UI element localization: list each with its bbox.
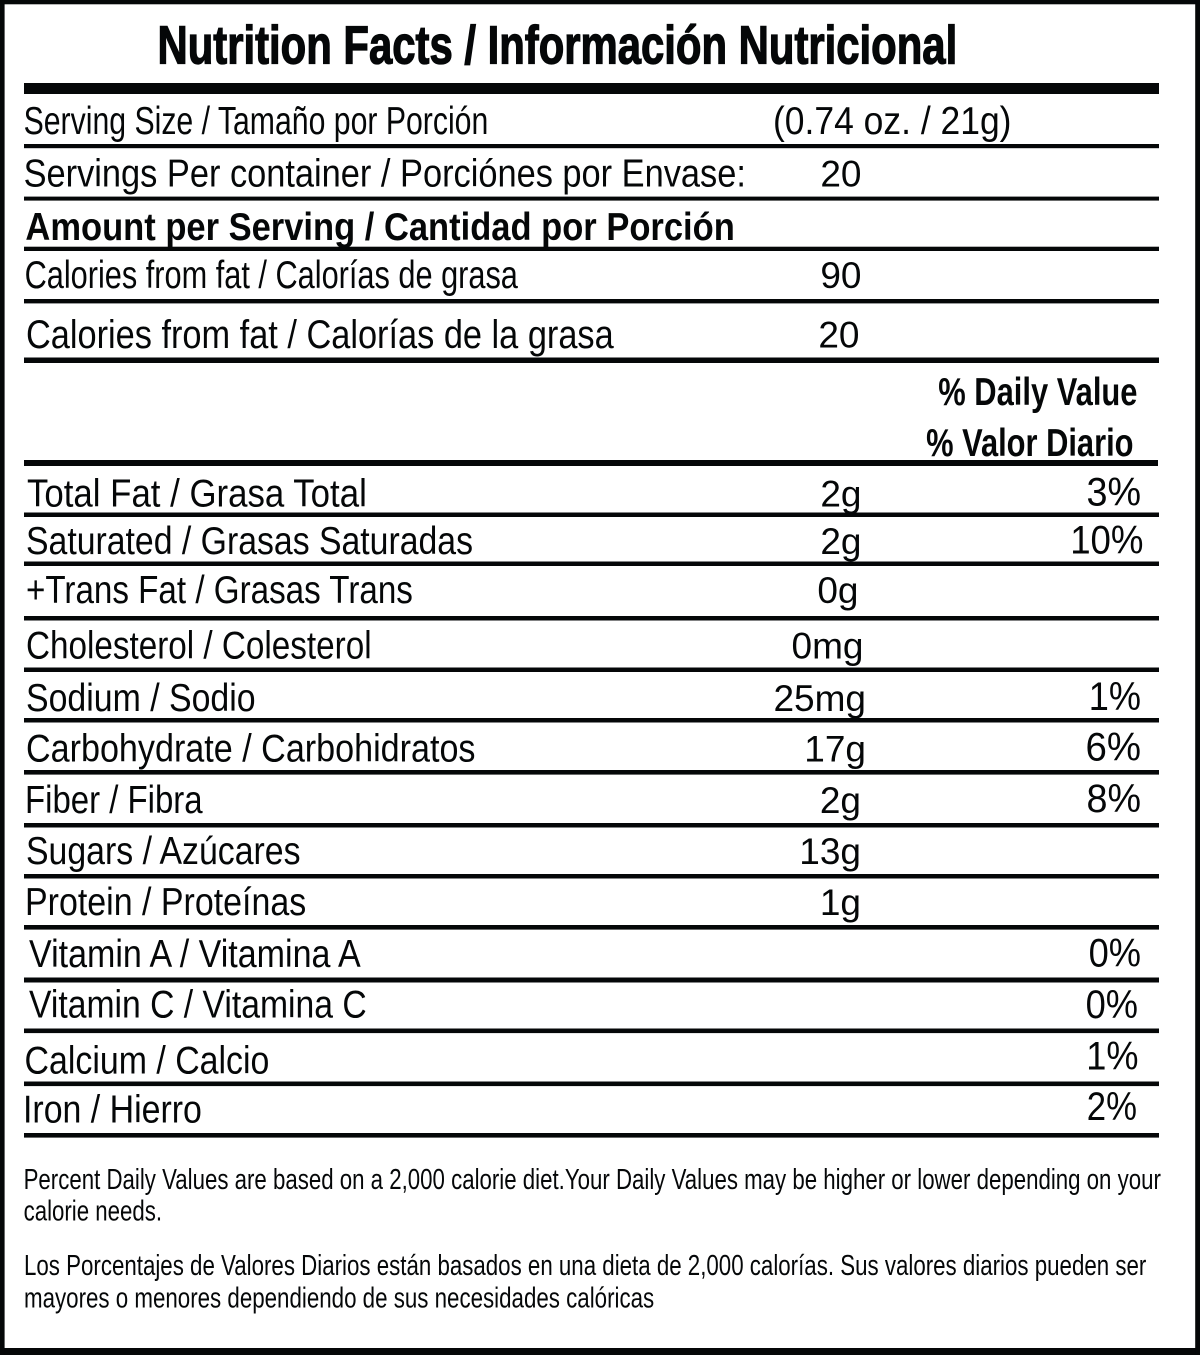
svg-text:20: 20 [818, 315, 859, 356]
svg-text:0g: 0g [817, 570, 858, 611]
svg-text:Amount per Serving / Cantidad: Amount per Serving / Cantidad por Porció… [25, 206, 734, 249]
svg-text:Sugars / Azúcares: Sugars / Azúcares [26, 830, 301, 873]
svg-text:10%: 10% [1070, 519, 1143, 563]
svg-text:13g: 13g [799, 831, 861, 872]
svg-text:Iron / Hierro: Iron / Hierro [23, 1089, 202, 1132]
svg-text:Serving Size / Tamaño por Porc: Serving Size / Tamaño por Porción [24, 100, 489, 143]
svg-text:Sodium / Sodio: Sodium / Sodio [26, 677, 256, 720]
svg-text:Los Porcentajes de Valores Dia: Los Porcentajes de Valores Diarios están… [24, 1250, 1147, 1282]
svg-text:2g: 2g [820, 780, 861, 821]
svg-text:Carbohydrate / Carbohidratos: Carbohydrate / Carbohidratos [26, 728, 476, 771]
svg-text:0mg: 0mg [792, 626, 864, 667]
svg-text:Servings Per container / Porci: Servings Per container / Porciónes por E… [24, 153, 746, 196]
svg-text:Fiber / Fibra: Fiber / Fibra [25, 779, 203, 822]
svg-text:Calories from fat / Calorías d: Calories from fat / Calorías de grasa [25, 254, 519, 297]
svg-text:1%: 1% [1086, 1034, 1138, 1078]
svg-text:1g: 1g [820, 882, 861, 923]
svg-text:+Trans Fat / Grasas Trans: +Trans Fat / Grasas Trans [26, 569, 413, 612]
svg-text:Total Fat / Grasa Total: Total Fat / Grasa Total [27, 473, 367, 516]
svg-text:20: 20 [820, 154, 861, 195]
svg-text:Saturated / Grasas Saturadas: Saturated / Grasas Saturadas [26, 520, 473, 563]
svg-text:0%: 0% [1086, 983, 1138, 1027]
svg-text:Cholesterol / Colesterol: Cholesterol / Colesterol [26, 625, 372, 668]
svg-text:Vitamin C / Vitamina C: Vitamin C / Vitamina C [29, 984, 367, 1027]
svg-text:17g: 17g [804, 729, 866, 770]
svg-text:0%: 0% [1089, 932, 1141, 976]
svg-text:6%: 6% [1086, 726, 1142, 770]
svg-text:Vitamin A / Vitamina A: Vitamin A / Vitamina A [29, 933, 361, 976]
svg-text:calorie needs.: calorie needs. [24, 1196, 163, 1228]
svg-text:25mg: 25mg [773, 678, 866, 719]
svg-text:3%: 3% [1087, 471, 1142, 515]
svg-text:8%: 8% [1087, 777, 1142, 821]
svg-text:Percent Daily Values are based: Percent Daily Values are based on a 2,00… [24, 1164, 1162, 1196]
svg-text:(0.74 oz. / 21g): (0.74 oz. / 21g) [773, 100, 1012, 143]
svg-text:90: 90 [820, 255, 861, 296]
svg-text:Protein / Proteínas: Protein / Proteínas [25, 881, 306, 924]
svg-text:2g: 2g [820, 474, 861, 515]
svg-text:Calories from fat / Calorías d: Calories from fat / Calorías de la grasa [26, 313, 614, 357]
svg-text:2g: 2g [820, 521, 861, 562]
svg-text:% Daily Value: % Daily Value [938, 371, 1137, 414]
svg-text:Nutrition Facts / Información: Nutrition Facts / Información Nutriciona… [158, 15, 958, 75]
svg-text:mayores o menores dependiendo: mayores o menores dependiendo de sus nec… [24, 1283, 654, 1315]
svg-text:% Valor Diario: % Valor Diario [926, 422, 1133, 465]
svg-text:2%: 2% [1087, 1085, 1137, 1129]
svg-text:1%: 1% [1089, 675, 1141, 719]
svg-text:Calcium / Calcio: Calcium / Calcio [25, 1040, 270, 1083]
